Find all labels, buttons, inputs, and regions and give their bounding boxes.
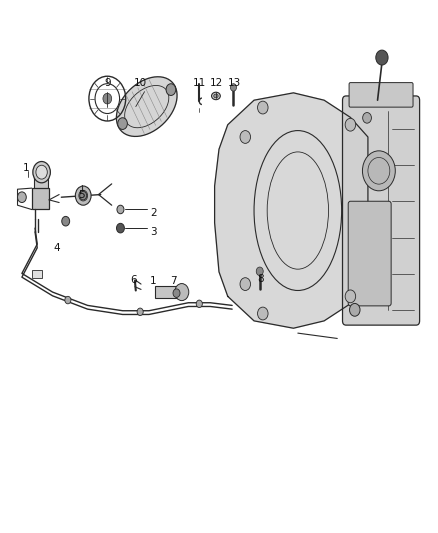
Text: 10: 10: [134, 78, 147, 87]
Circle shape: [166, 84, 176, 95]
Circle shape: [258, 101, 268, 114]
Bar: [32, 270, 42, 278]
Circle shape: [196, 300, 202, 308]
Polygon shape: [215, 93, 368, 328]
Circle shape: [65, 296, 71, 304]
FancyBboxPatch shape: [349, 83, 413, 107]
Ellipse shape: [212, 92, 220, 100]
Bar: [155, 286, 182, 298]
Text: 5: 5: [78, 190, 85, 199]
Circle shape: [376, 50, 388, 65]
FancyBboxPatch shape: [343, 96, 420, 325]
Circle shape: [36, 165, 47, 179]
Text: 11: 11: [193, 78, 206, 87]
Ellipse shape: [362, 151, 396, 191]
Circle shape: [103, 93, 112, 104]
FancyBboxPatch shape: [348, 201, 391, 306]
Circle shape: [230, 84, 237, 91]
Text: 6: 6: [130, 275, 137, 285]
Circle shape: [117, 223, 124, 233]
Circle shape: [173, 289, 180, 297]
Circle shape: [137, 308, 143, 316]
Circle shape: [345, 118, 356, 131]
Text: 7: 7: [170, 277, 177, 286]
Circle shape: [240, 278, 251, 290]
Polygon shape: [117, 77, 177, 136]
Text: 4: 4: [53, 243, 60, 253]
Circle shape: [345, 290, 356, 303]
Text: 8: 8: [257, 274, 264, 284]
Text: 13: 13: [228, 78, 241, 87]
Circle shape: [18, 192, 26, 203]
Text: 1: 1: [150, 277, 157, 286]
Circle shape: [175, 284, 189, 301]
Circle shape: [80, 191, 87, 200]
Circle shape: [75, 186, 91, 205]
Circle shape: [363, 112, 371, 123]
Circle shape: [258, 307, 268, 320]
Bar: [32, 188, 49, 209]
Text: 3: 3: [150, 227, 157, 237]
Circle shape: [33, 161, 50, 183]
Bar: [34, 173, 48, 189]
Circle shape: [62, 216, 70, 226]
Text: 1: 1: [23, 163, 30, 173]
Circle shape: [117, 205, 124, 214]
Text: 9: 9: [104, 78, 111, 87]
Ellipse shape: [214, 94, 218, 98]
Circle shape: [350, 303, 360, 316]
Text: 12: 12: [210, 78, 223, 87]
Circle shape: [118, 118, 127, 130]
Circle shape: [256, 267, 263, 276]
Circle shape: [240, 131, 251, 143]
Text: 2: 2: [150, 208, 157, 218]
